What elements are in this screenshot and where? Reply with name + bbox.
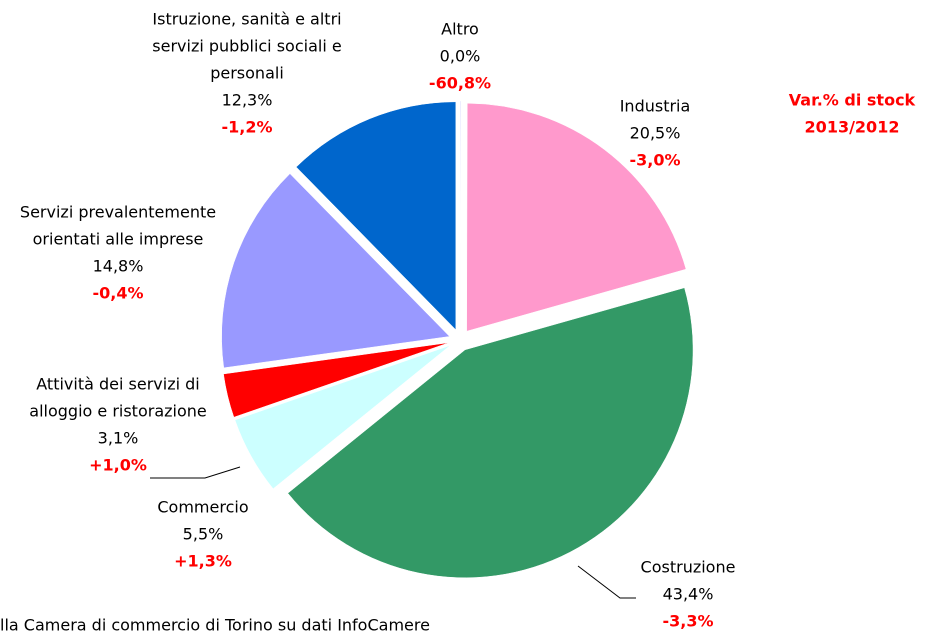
slice-label: Altro (441, 20, 479, 39)
annotation: Var.% di stock (789, 91, 916, 110)
pie-slice (221, 173, 451, 369)
pie-slice (295, 101, 457, 331)
annotation: 2013/2012 (805, 118, 900, 137)
leader-line (150, 466, 241, 479)
value-label: 5,5% (183, 525, 224, 544)
source: lla Camera di commercio di Torino su dat… (0, 616, 430, 635)
slice-label: Istruzione, sanità e altri (152, 10, 341, 29)
value-label: 0,0% (440, 47, 481, 66)
value-label: 20,5% (630, 124, 681, 143)
slice-label: Costruzione (641, 558, 736, 577)
value-label: 12,3% (222, 91, 273, 110)
slice-label: Commercio (157, 498, 248, 517)
variation-label: +1,0% (89, 456, 147, 475)
slice-label: Servizi prevalentemente (20, 203, 216, 222)
pie-slice (234, 345, 451, 490)
pie-slice (459, 100, 461, 330)
slice-label: personali (210, 64, 284, 83)
slice-label: orientati alle imprese (33, 230, 204, 249)
pie-slice (287, 287, 694, 578)
value-label: 14,8% (93, 257, 144, 276)
variation-label: -0,4% (92, 284, 143, 303)
value-label: 43,4% (663, 585, 714, 604)
slice-label: servizi pubblici sociali e (152, 37, 341, 56)
pie-slice (223, 342, 450, 418)
variation-label: -1,2% (221, 118, 272, 137)
variation-label: -60,8% (429, 74, 491, 93)
variation-label: -3,3% (662, 612, 713, 631)
slice-label: alloggio e ristorazione (29, 402, 206, 421)
pie-slice (466, 102, 687, 332)
slice-label: Industria (620, 97, 691, 116)
variation-label: +1,3% (174, 552, 232, 571)
leader-line (577, 565, 636, 599)
slice-label: Attività dei servizi di (36, 375, 199, 394)
value-label: 3,1% (98, 429, 139, 448)
variation-label: -3,0% (629, 151, 680, 170)
